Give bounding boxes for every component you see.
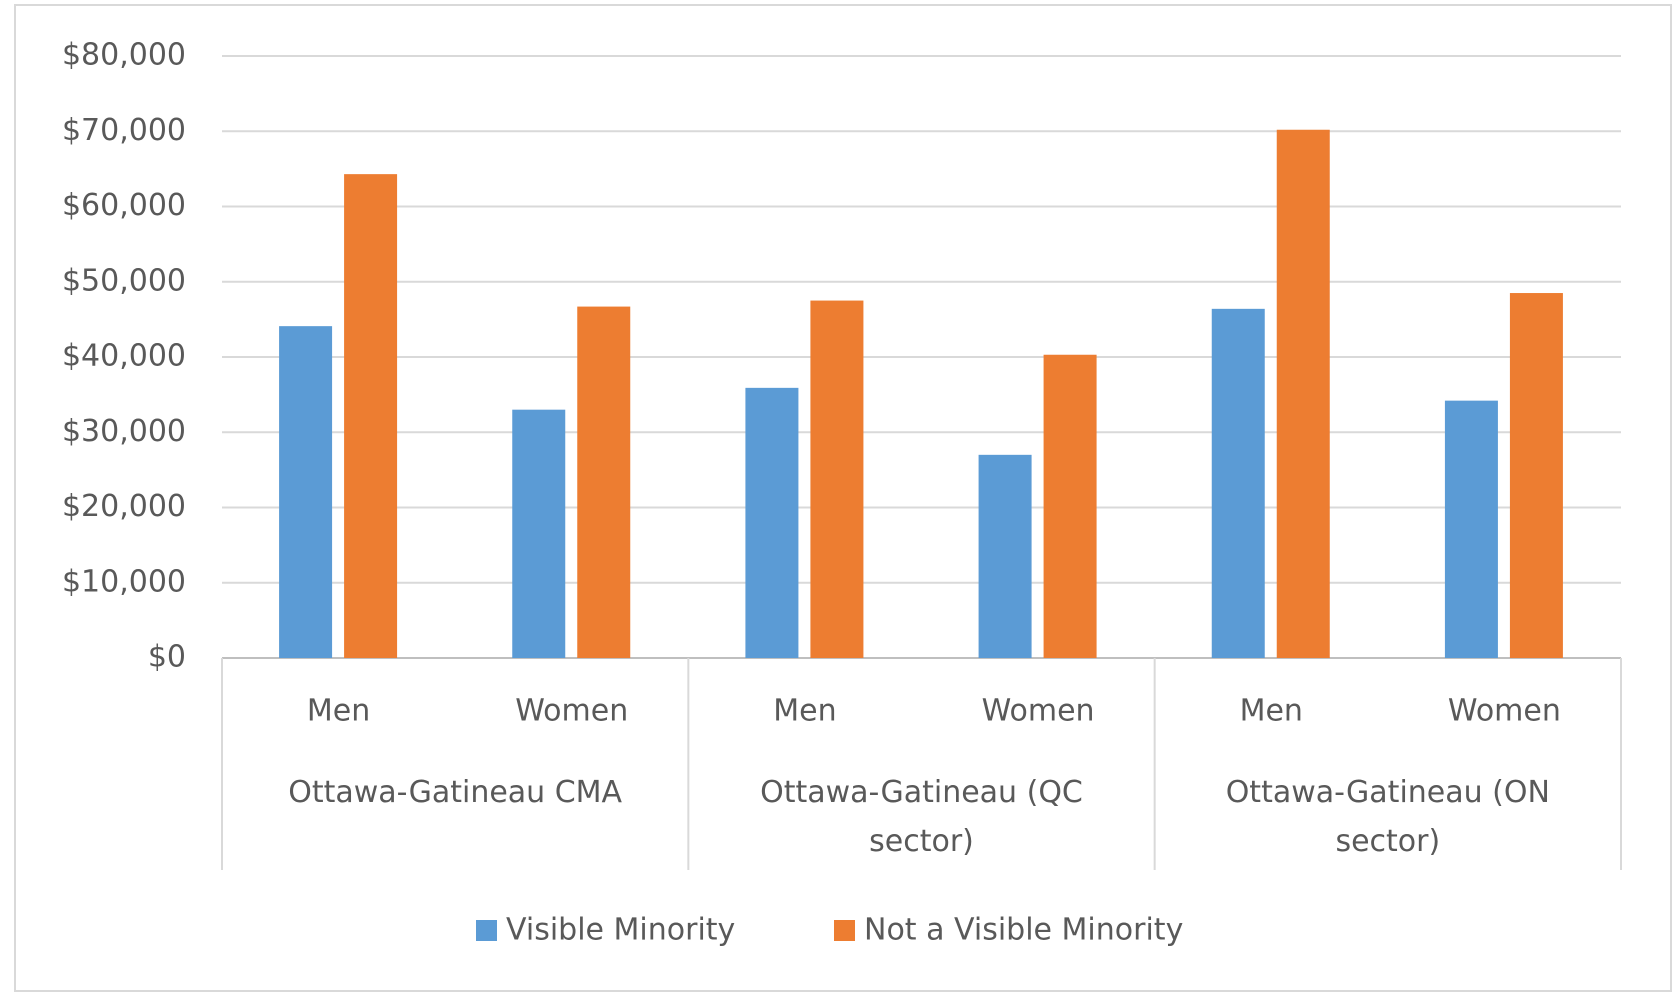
y-tick-label: $80,000	[62, 38, 186, 73]
bar	[1211, 308, 1265, 658]
legend-swatch	[834, 920, 855, 941]
x-tick-label: Women	[1448, 694, 1561, 729]
y-tick-label: $60,000	[62, 188, 186, 223]
legend-label: Visible Minority	[506, 913, 735, 948]
bar	[512, 409, 566, 658]
legend-label: Not a Visible Minority	[864, 913, 1183, 948]
group-label: Ottawa-Gatineau (ON sector)	[1225, 775, 1550, 859]
bar	[577, 306, 631, 658]
bar	[810, 300, 864, 658]
y-tick-label: $10,000	[62, 564, 186, 599]
x-tick-label: Women	[982, 694, 1095, 729]
bar	[1509, 293, 1563, 658]
bar	[745, 387, 799, 658]
x-tick-label: Men	[307, 694, 370, 729]
y-tick-label: $0	[148, 640, 186, 675]
x-tick-label: Women	[515, 694, 628, 729]
bar	[279, 326, 333, 658]
y-tick-label: $30,000	[62, 414, 186, 449]
bar	[978, 454, 1032, 658]
bar	[1276, 129, 1330, 658]
y-tick-label: $50,000	[62, 263, 186, 298]
group-label: Ottawa-Gatineau CMA	[288, 775, 623, 810]
x-tick-label: Men	[773, 694, 836, 729]
bar	[1043, 354, 1097, 658]
y-tick-label: $40,000	[62, 339, 186, 374]
legend-swatch	[476, 920, 497, 941]
group-label: Ottawa-Gatineau (QC sector)	[760, 775, 1083, 859]
bar	[344, 174, 398, 658]
y-tick-label: $20,000	[62, 489, 186, 524]
x-tick-label: Men	[1240, 694, 1303, 729]
bar	[1444, 400, 1498, 658]
y-tick-label: $70,000	[62, 113, 186, 148]
